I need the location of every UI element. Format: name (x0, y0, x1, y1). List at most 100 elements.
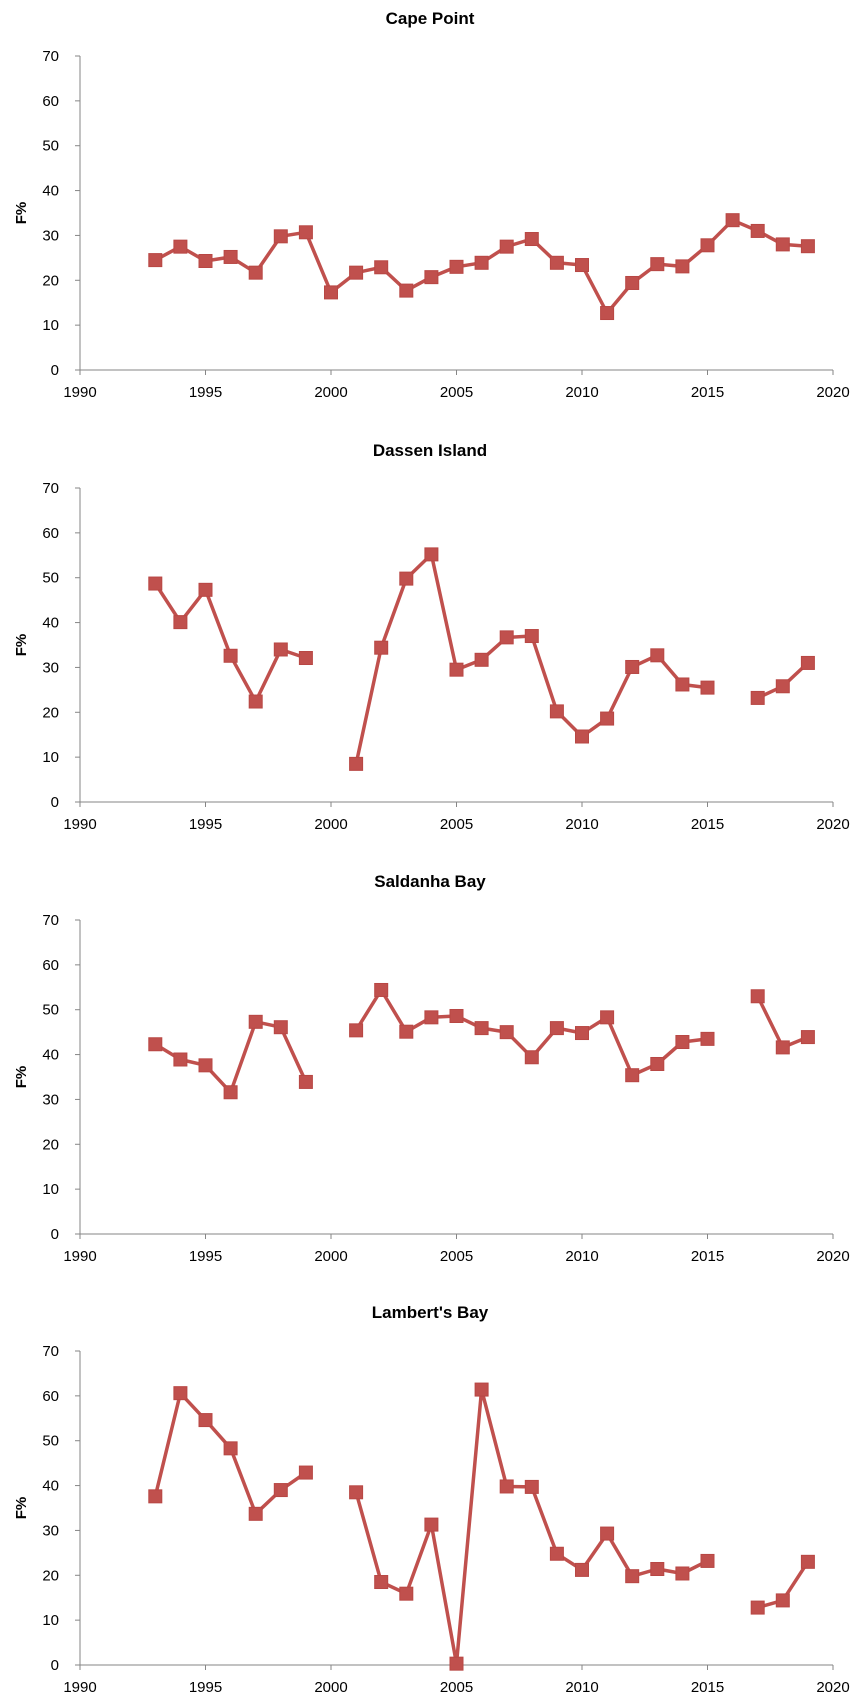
y-tick-label: 20 (42, 704, 59, 721)
data-point (449, 1656, 464, 1671)
data-point (449, 662, 464, 677)
y-axis-label: F% (13, 1066, 30, 1089)
y-tick-label: 30 (42, 659, 59, 676)
y-tick-label: 50 (42, 570, 59, 587)
y-tick-label: 70 (42, 480, 59, 497)
data-point (625, 1068, 640, 1083)
data-point (399, 283, 414, 298)
data-point (273, 1483, 288, 1498)
x-tick-label: 2015 (691, 1248, 724, 1265)
y-tick-label: 10 (42, 317, 59, 334)
x-tick-label: 1995 (189, 1679, 222, 1696)
x-tick-label: 2005 (440, 816, 473, 833)
data-point (600, 306, 615, 321)
x-tick-label: 2010 (565, 816, 598, 833)
x-tick-label: 2010 (565, 1248, 598, 1265)
x-tick-label: 2020 (816, 384, 849, 401)
data-point (148, 1489, 163, 1504)
data-point (298, 651, 313, 666)
y-tick-label: 50 (42, 1433, 59, 1450)
series-line (354, 1387, 709, 1666)
x-tick-label: 1990 (63, 384, 96, 401)
data-point (575, 1026, 589, 1041)
data-point (499, 239, 514, 254)
x-tick-label: 1990 (63, 1679, 96, 1696)
x-tick-label: 1990 (63, 816, 96, 833)
chart-panel: Cape Point 0 10 20 30 40 50 60 70 1990 1995 2000 200… (13, 9, 850, 401)
data-point (750, 690, 765, 705)
y-tick-label: 10 (42, 749, 59, 766)
x-tick-label: 2000 (314, 384, 347, 401)
y-axis-label: F% (13, 202, 30, 225)
y-tick-label: 10 (42, 1612, 59, 1629)
data-point (700, 1031, 715, 1046)
y-tick-label: 40 (42, 615, 59, 632)
data-point (700, 1553, 715, 1568)
data-point (248, 1506, 263, 1521)
y-tick-label: 60 (42, 93, 59, 110)
y-axis-label: F% (13, 1497, 30, 1520)
data-point (148, 576, 163, 591)
data-point (700, 680, 715, 695)
data-point (298, 1074, 313, 1089)
data-point (273, 1020, 288, 1035)
data-point (148, 1037, 163, 1052)
data-point (625, 1569, 640, 1584)
data-point (750, 989, 765, 1004)
y-tick-label: 50 (42, 1002, 59, 1019)
data-point (424, 1517, 439, 1532)
chart-title: Saldanha Bay (374, 872, 486, 891)
data-point (374, 260, 389, 275)
data-point (600, 1526, 615, 1541)
y-tick-label: 20 (42, 1136, 59, 1153)
data-point (223, 249, 238, 264)
data-point (675, 1035, 690, 1050)
data-point (675, 259, 690, 274)
data-point (198, 253, 213, 268)
data-point (173, 1386, 188, 1401)
chart-panel: Dassen Island 0 10 20 30 40 50 60 70 1990 1995 2000… (13, 441, 850, 833)
data-point (399, 1024, 414, 1039)
data-point (198, 1058, 213, 1073)
data-point (223, 648, 238, 663)
data-point (625, 659, 640, 674)
y-tick-label: 70 (42, 1343, 59, 1360)
chart-panel: Saldanha Bay 0 10 20 30 40 50 60 70 1990 1995 2000 2… (13, 872, 850, 1265)
data-point (499, 1479, 514, 1494)
y-tick-label: 70 (42, 48, 59, 65)
x-tick-label: 2015 (691, 816, 724, 833)
data-point (524, 232, 539, 247)
y-tick-label: 0 (51, 362, 59, 379)
y-tick-label: 70 (42, 912, 59, 929)
data-point (775, 1593, 790, 1608)
y-tick-label: 20 (42, 1567, 59, 1584)
data-point (223, 1441, 238, 1456)
data-point (424, 547, 439, 562)
data-point (600, 1010, 615, 1025)
data-point (800, 239, 815, 254)
data-point (349, 756, 364, 771)
y-tick-label: 20 (42, 272, 59, 289)
x-tick-label: 1995 (189, 1248, 222, 1265)
data-point (725, 213, 740, 228)
data-point (449, 1008, 464, 1023)
data-point (349, 265, 364, 280)
y-tick-label: 30 (42, 1522, 59, 1539)
data-point (399, 1586, 414, 1601)
y-tick-label: 40 (42, 1478, 59, 1495)
x-tick-label: 2005 (440, 384, 473, 401)
x-tick-label: 2000 (314, 1248, 347, 1265)
data-point (800, 655, 815, 670)
x-tick-label: 2015 (691, 384, 724, 401)
x-tick-label: 2010 (565, 384, 598, 401)
y-tick-label: 10 (42, 1181, 59, 1198)
data-point (575, 258, 589, 273)
y-tick-label: 40 (42, 1047, 59, 1064)
data-point (374, 1575, 389, 1590)
data-point (474, 1382, 489, 1397)
data-point (675, 1566, 690, 1581)
data-point (700, 238, 715, 253)
data-point (374, 640, 389, 655)
data-point (474, 652, 489, 667)
data-point (750, 223, 765, 238)
